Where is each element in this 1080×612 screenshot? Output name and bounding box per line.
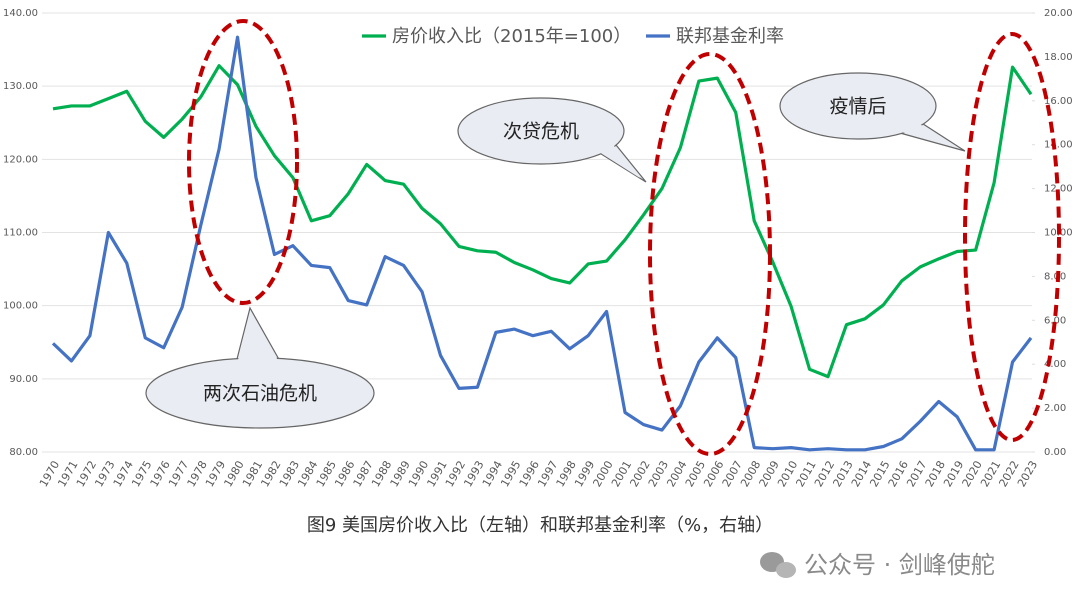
y-tick-label: 100.00 xyxy=(3,301,38,312)
callout-tail xyxy=(237,312,280,364)
callout-tail xyxy=(596,141,640,178)
annotation-text: 疫情后 xyxy=(829,96,886,118)
highlight-oval xyxy=(187,19,299,305)
y-tick-label: 110.00 xyxy=(3,228,38,239)
annotation-text: 两次石油危机 xyxy=(203,383,317,405)
legend-label: 房价收入比（2015年=100） xyxy=(392,26,631,47)
legend-label: 联邦基金利率 xyxy=(676,26,784,47)
y2-tick-label: 8.00 xyxy=(1044,271,1066,282)
grid: 80.00 90.00 100.00 110.00 120.00 130.00 140.00… xyxy=(3,8,1073,489)
annotation-text: 次贷危机 xyxy=(503,121,579,143)
annotations: 两次石油危机 次贷危机 疫情后 xyxy=(145,19,1061,456)
highlight-oval xyxy=(963,32,1061,442)
y2-tick-label: 12.00 xyxy=(1044,184,1073,195)
y-tick-label: 80.00 xyxy=(9,447,38,458)
line-series xyxy=(51,35,1033,452)
y2-tick-label: 20.00 xyxy=(1044,8,1073,19)
watermark: 公众号 · 剑峰使舵 xyxy=(804,551,995,579)
caption: 图9 美国房价收入比（左轴）和联邦基金利率（%，右轴） xyxy=(307,515,773,536)
y-tick-label: 120.00 xyxy=(3,154,38,165)
y-tick-label: 90.00 xyxy=(9,374,38,385)
y2-tick-label: 6.00 xyxy=(1044,315,1066,326)
callout-tail xyxy=(898,123,958,148)
callout xyxy=(457,97,625,165)
y2-tick-label: 18.00 xyxy=(1044,52,1073,63)
line-series xyxy=(52,64,1033,379)
y2-tick-label: 14.00 xyxy=(1044,140,1073,151)
plot xyxy=(51,35,1033,452)
y-tick-label: 130.00 xyxy=(3,81,38,92)
watermark-icon xyxy=(760,552,796,578)
callout xyxy=(779,72,937,140)
y2-tick-label: 2.00 xyxy=(1044,403,1066,414)
y2-tick-label: 0.00 xyxy=(1044,447,1066,458)
y-tick-label: 140.00 xyxy=(3,8,38,19)
highlight-oval xyxy=(648,52,772,456)
y2-tick-label: 16.00 xyxy=(1044,96,1073,107)
x-tick-label: 2023 xyxy=(1015,459,1040,490)
y2-tick-label: 4.00 xyxy=(1044,359,1066,370)
